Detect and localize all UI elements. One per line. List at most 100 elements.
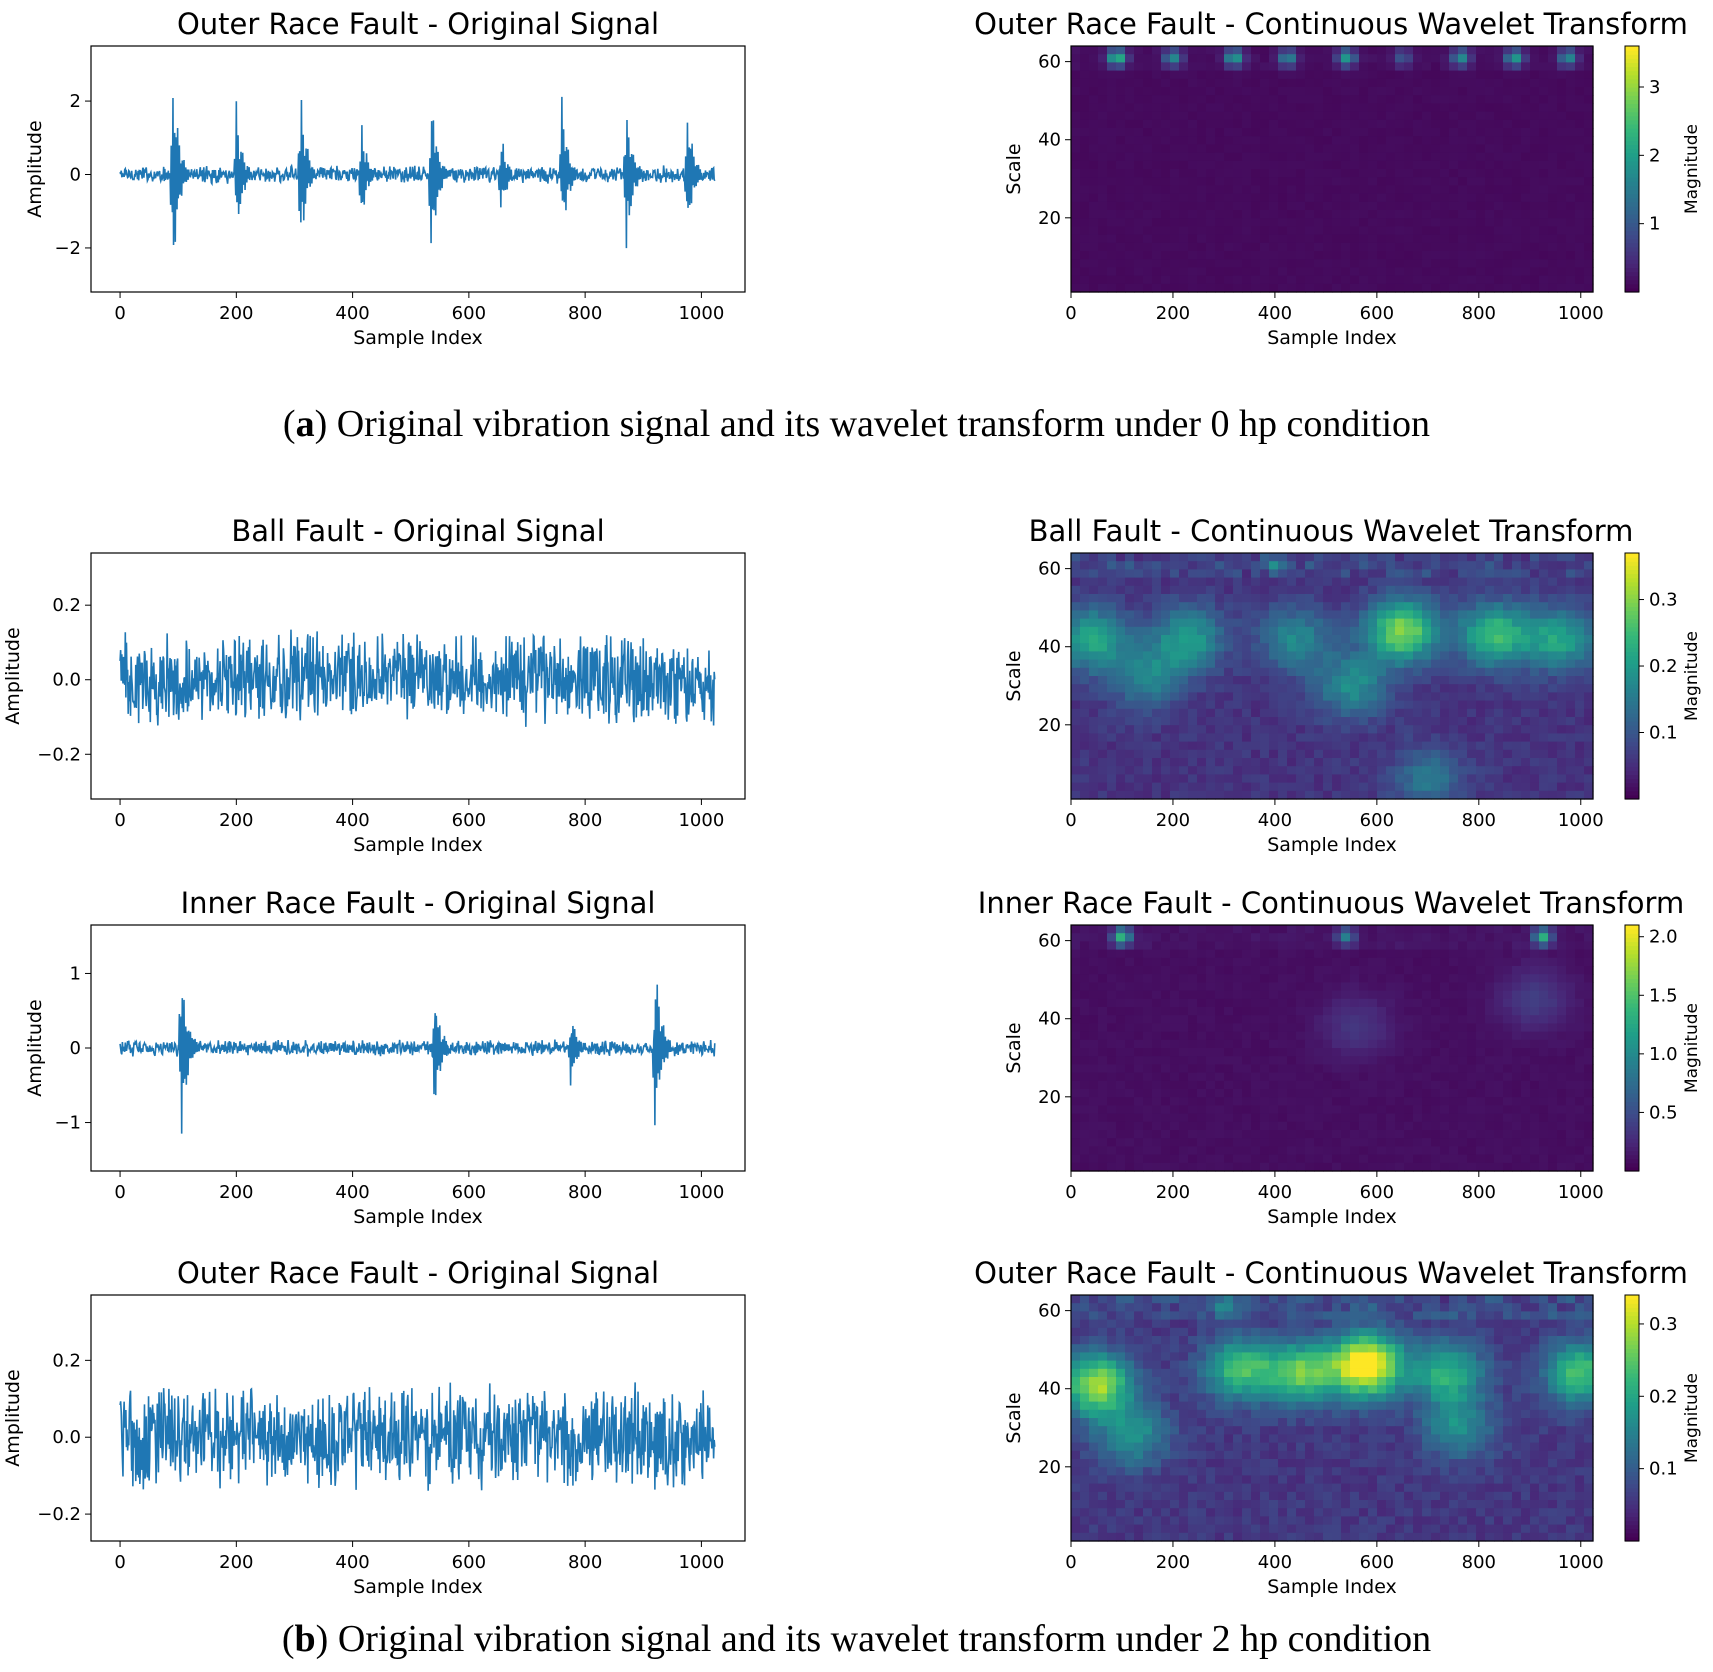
cwt-outer-0hp-cell — [1413, 87, 1423, 96]
cwt-outer-0hp-cell — [1152, 119, 1162, 129]
cwt-ball-2hp-cell — [1116, 602, 1126, 611]
cwt-outer-0hp-cell — [1305, 210, 1315, 219]
cwt-outer-0hp-cell — [1341, 160, 1351, 170]
cwt-inner-2hp-cell — [1125, 933, 1135, 942]
cwt-outer-0hp-cell — [1071, 152, 1081, 162]
cwt-ball-2hp-cell — [1296, 635, 1306, 644]
cwt-inner-2hp-cell — [1224, 1072, 1234, 1082]
cwt-ball-2hp-cell — [1395, 561, 1405, 570]
cwt-outer-0hp-cell — [1350, 152, 1360, 162]
cwt-ball-2hp-cell — [1575, 733, 1585, 743]
cwt-inner-2hp-cell — [1215, 1056, 1225, 1065]
cwt-outer-0hp-cell — [1575, 210, 1585, 219]
cwt-inner-2hp-cell — [1584, 925, 1594, 934]
cwt-outer-0hp-cell — [1341, 177, 1351, 186]
cwt-ball-2hp-cell — [1557, 733, 1567, 743]
cwt-ball-2hp-cell — [1152, 774, 1162, 784]
cwt-inner-2hp-cell — [1521, 1064, 1531, 1074]
cwt-outer-0hp-cell — [1350, 87, 1360, 96]
cwt-ball-2hp-cell — [1467, 684, 1477, 693]
cwt-outer-0hp-cell — [1224, 95, 1234, 104]
cwt-inner-2hp-cell — [1431, 982, 1441, 992]
cwt-outer-0hp-cell — [1404, 210, 1414, 219]
cwt-ball-2hp-cell — [1467, 569, 1477, 579]
cwt-ball-2hp-cell — [1179, 782, 1189, 792]
cwt-outer-0hp-cell — [1404, 251, 1414, 260]
cwt-outer-0hp-cell — [1152, 95, 1162, 104]
cwt-inner-2hp-cell — [1152, 1072, 1162, 1082]
cwt-ball-2hp-cell — [1440, 741, 1450, 751]
cwt-inner-2hp-cell — [1269, 1080, 1279, 1090]
cwt-outer-0hp-cell — [1188, 283, 1198, 293]
cwt-outer-0hp-cell — [1269, 103, 1279, 113]
cwt-inner-2hp-cell — [1368, 925, 1378, 934]
cwt-inner-2hp-cell — [1332, 990, 1342, 1000]
cwt-outer-0hp-cell — [1116, 54, 1126, 63]
cwt-ball-2hp-cell — [1413, 594, 1423, 603]
cwt-outer-0hp-cell — [1206, 275, 1216, 285]
cwt-inner-2hp-cell — [1584, 974, 1594, 983]
cwt-outer-0hp-cell — [1539, 242, 1549, 252]
cwt-outer-0hp-cell — [1332, 201, 1342, 211]
cwt-inner-2hp-cell — [1476, 1072, 1486, 1082]
cwt-outer-0hp-cell — [1260, 111, 1270, 121]
cwt-inner-2hp-cell — [1197, 1015, 1207, 1024]
cwt-inner-2hp-cell — [1467, 933, 1477, 942]
cwt-inner-2hp-cell — [1089, 949, 1099, 959]
cwt-outer-0hp-cell — [1170, 46, 1180, 55]
cwt-inner-2hp-cell — [1233, 1007, 1243, 1016]
cwt-ball-2hp-cell — [1305, 569, 1315, 579]
cwt-outer-0hp-cell — [1143, 78, 1153, 88]
cwt-outer-0hp-colorbar-step — [1625, 287, 1639, 293]
cwt-ball-2hp-cell — [1485, 717, 1495, 726]
cwt-outer-0hp-cell — [1188, 160, 1198, 170]
cwt-ball-2hp-cell — [1530, 635, 1540, 644]
cwt-outer-0hp-cell — [1296, 201, 1306, 211]
cwt-outer-0hp-cell — [1134, 87, 1144, 96]
cwt-outer-0hp-colorbar-step — [1625, 173, 1639, 178]
cwt-ball-2hp-cell — [1431, 758, 1441, 767]
cwt-outer-0hp-cell — [1584, 136, 1594, 145]
cwt-inner-2hp-cell — [1224, 925, 1234, 934]
cwt-inner-2hp-cell — [1170, 1023, 1180, 1033]
cwt-outer-0hp-cell — [1350, 234, 1360, 244]
cwt-outer-0hp-cell — [1530, 226, 1540, 236]
cwt-inner-2hp-cell — [1395, 1089, 1405, 1098]
cwt-inner-2hp-cell — [1431, 1015, 1441, 1024]
cwt-ball-2hp-cell — [1449, 602, 1459, 611]
cwt-ball-2hp-cell — [1224, 635, 1234, 644]
cwt-outer-0hp-cell — [1323, 275, 1333, 285]
cwt-inner-2hp-cell — [1089, 974, 1099, 983]
cwt-ball-2hp-cell — [1170, 585, 1180, 595]
cwt-ball-2hp-cell — [1575, 643, 1585, 652]
cwt-ball-2hp-cell — [1278, 741, 1288, 751]
cwt-outer-0hp-cell — [1206, 95, 1216, 104]
cwt-ball-2hp-cell — [1557, 618, 1567, 628]
cwt-outer-0hp-cell — [1386, 103, 1396, 113]
cwt-outer-0hp-colorbar-step — [1625, 144, 1639, 150]
cwt-ball-2hp-cell — [1332, 610, 1342, 620]
cwt-outer-0hp-cell — [1296, 136, 1306, 145]
cwt-ball-2hp-cell — [1359, 725, 1369, 734]
cwt-outer-0hp-cell — [1125, 152, 1135, 162]
cwt-inner-2hp-cell — [1116, 1007, 1126, 1016]
cwt-ball-2hp-cell — [1296, 643, 1306, 652]
cwt-ball-2hp-cell — [1161, 594, 1171, 603]
cwt-inner-2hp-cell — [1422, 1023, 1432, 1033]
cwt-ball-2hp-cell — [1557, 659, 1567, 669]
cwt-ball-2hp-cell — [1215, 741, 1225, 751]
cwt-outer-0hp-cell — [1368, 119, 1378, 129]
cwt-ball-2hp-cell — [1512, 733, 1522, 743]
cwt-outer-0hp-cell — [1449, 152, 1459, 162]
cwt-ball-2hp-cell — [1089, 561, 1099, 570]
cwt-outer-0hp-cell — [1422, 54, 1432, 63]
cwt-outer-0hp-cell — [1368, 218, 1378, 227]
cwt-inner-2hp-cell — [1215, 990, 1225, 1000]
cwt-ball-2hp-cell — [1278, 684, 1288, 693]
cwt-outer-0hp-colorbar-step — [1625, 255, 1639, 260]
cwt-outer-0hp-cell — [1296, 78, 1306, 88]
cwt-inner-2hp-cell — [1368, 933, 1378, 942]
cwt-inner-2hp-cell — [1152, 933, 1162, 942]
cwt-outer-0hp-cell — [1143, 193, 1153, 203]
